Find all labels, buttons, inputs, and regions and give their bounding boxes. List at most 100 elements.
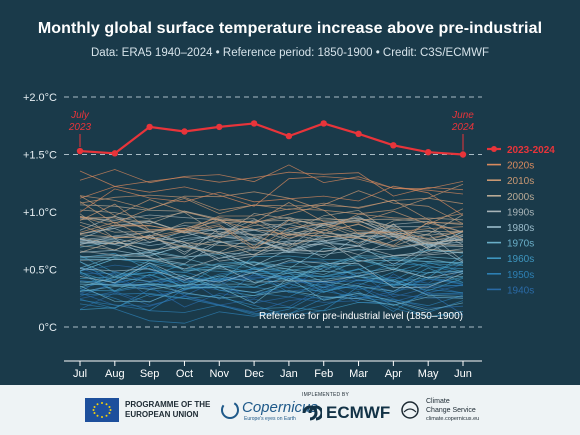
legend-label: 2010s	[507, 176, 534, 187]
decade-line-2000s	[79, 221, 464, 249]
implemented-by-label: IMPLEMENTED BY	[302, 392, 349, 398]
decade-line-2020s	[79, 164, 464, 190]
x-tick-label: Jan	[280, 368, 298, 380]
highlight-point	[111, 150, 119, 157]
decade-line-1980s	[79, 237, 464, 267]
x-tick-label: Jul	[73, 368, 87, 380]
c3s-logo: Climate Change Service climate.copernicu…	[400, 385, 479, 435]
legend-label: 2023-2024	[507, 145, 555, 156]
decade-line-1940s	[79, 262, 464, 290]
ecmwf-logo: IMPLEMENTED BY ECMWF	[300, 385, 390, 435]
eu-programme-logo: PROGRAMME OF THE EUROPEAN UNION	[85, 385, 210, 435]
legend-label: 1940s	[507, 285, 534, 296]
decade-line-1980s	[79, 235, 464, 265]
y-tick-label: 0°C	[39, 322, 58, 334]
highlight-point	[285, 132, 293, 140]
decade-line-1950s	[79, 288, 464, 316]
x-tick-label: Apr	[385, 368, 402, 380]
decade-line-1970s	[79, 277, 464, 311]
decade-line-1950s	[79, 292, 464, 317]
c3s-globe-icon	[401, 401, 419, 419]
x-tick-label: Aug	[105, 368, 125, 380]
highlight-point	[181, 128, 188, 135]
highlight-point	[320, 120, 327, 127]
highlight-point	[459, 151, 467, 158]
eu-line-1: PROGRAMME OF THE	[125, 400, 211, 409]
annotation-label: July	[70, 110, 90, 121]
copernicus-logo: Copernicus Europe's eyes on Earth	[220, 385, 318, 435]
decade-line-1970s	[79, 267, 464, 286]
highlight-line	[79, 122, 464, 156]
highlight-point	[424, 149, 432, 156]
y-tick-label: +1.5°C	[23, 150, 57, 162]
legend-label: 1980s	[507, 223, 534, 234]
decade-line-1940s	[79, 286, 464, 315]
chart-subtitle: Data: ERA5 1940–2024 • Reference period:…	[91, 47, 489, 59]
annotation-label: 2024	[451, 122, 475, 133]
y-tick-label: +1.0°C	[23, 207, 57, 219]
legend-label: 1950s	[507, 270, 534, 281]
decade-line-2000s	[79, 213, 464, 241]
decade-line-2000s	[79, 209, 464, 242]
copernicus-text: Copernicus	[242, 398, 318, 416]
x-tick-label: Nov	[209, 368, 229, 380]
ecmwf-mark-icon	[302, 405, 322, 421]
c3s-line-2: Change Service	[426, 406, 476, 414]
decade-line-2000s	[79, 232, 464, 256]
legend-label: 2000s	[507, 192, 534, 203]
eu-line-2: EUROPEAN UNION	[125, 410, 199, 419]
x-tick-label: Mar	[349, 368, 368, 380]
legend-label: 1970s	[507, 239, 534, 250]
decade-line-1980s	[79, 265, 464, 283]
c3s-url: climate.copernicus.eu	[426, 415, 480, 422]
ecmwf-text: ECMWF	[326, 403, 391, 422]
decade-line-1960s	[79, 293, 464, 318]
c3s-line-1: Climate	[426, 397, 450, 405]
decade-line-2010s	[79, 183, 464, 215]
decade-line-1950s	[79, 264, 464, 290]
decade-line-1970s	[79, 257, 464, 278]
annotation-label: June	[451, 110, 474, 121]
decade-line-1970s	[79, 256, 464, 272]
footer-logos: PROGRAMME OF THE EUROPEAN UNION Copernic…	[0, 385, 580, 435]
y-tick-label: +0.5°C	[23, 265, 57, 277]
decade-line-1950s	[79, 290, 464, 324]
x-tick-label: Dec	[244, 368, 264, 380]
decade-line-2020s	[79, 170, 464, 197]
decade-line-2000s	[79, 210, 464, 238]
legend-label: 1960s	[507, 254, 534, 265]
legend-swatch-point	[491, 146, 497, 152]
highlight-point	[250, 120, 258, 127]
decade-line-1990s	[79, 236, 464, 261]
decade-line-1980s	[79, 260, 464, 288]
copernicus-tagline: Europe's eyes on Earth	[244, 415, 296, 422]
decade-line-1970s	[79, 275, 464, 297]
highlight-point	[146, 123, 153, 131]
reference-label: Reference for pre-industrial level (1850…	[259, 311, 463, 322]
decade-line-1980s	[79, 238, 464, 258]
highlight-point	[355, 130, 362, 137]
chart-title: Monthly global surface temperature incre…	[37, 20, 543, 37]
x-tick-label: Sep	[140, 368, 160, 380]
decade-line-1970s	[79, 283, 464, 306]
highlight-point	[216, 123, 223, 131]
y-tick-label: +2.0°C	[23, 92, 57, 104]
decade-line-2020s	[79, 185, 464, 216]
decade-line-2010s	[79, 220, 464, 246]
decade-line-1960s	[79, 258, 464, 281]
eu-flag-icon	[85, 398, 119, 422]
decade-line-2010s	[79, 213, 464, 240]
copernicus-swirl-icon	[221, 401, 239, 419]
highlight-point	[76, 147, 84, 155]
annotation-label: 2023	[68, 122, 92, 133]
highlight-point	[390, 142, 397, 149]
decade-line-1960s	[79, 257, 464, 273]
legend-label: 1990s	[507, 207, 534, 218]
x-tick-label: Oct	[176, 368, 193, 380]
decade-line-2000s	[79, 214, 464, 247]
x-tick-label: Feb	[314, 368, 333, 380]
decade-line-2020s	[79, 176, 464, 207]
decade-line-2000s	[79, 204, 464, 229]
decade-line-2010s	[79, 202, 464, 231]
x-tick-label: Jun	[454, 368, 472, 380]
